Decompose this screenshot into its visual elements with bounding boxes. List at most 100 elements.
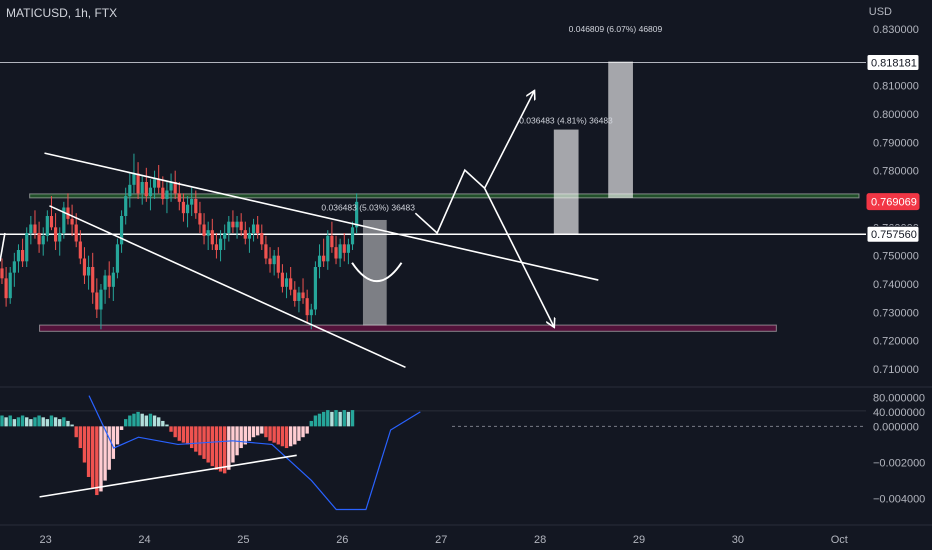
candle (268, 247, 272, 273)
oscillator-tick-label: 40.000000 (873, 407, 925, 419)
price-tick-label: 0.710000 (873, 364, 919, 376)
histogram-bar (288, 426, 293, 447)
candle (58, 227, 62, 256)
candle-body (231, 221, 235, 228)
candle-body (330, 235, 334, 248)
signal-line (88, 395, 421, 511)
price-badge-label: 0.769069 (871, 197, 917, 209)
histogram-bar (222, 426, 227, 474)
measure-label: 0.036483 (4.81%) 36483 (519, 116, 613, 126)
candle-body (161, 187, 165, 199)
candle-body (86, 267, 91, 276)
time-tick-label: 23 (40, 534, 52, 546)
measure-label: 0.046809 (6.07%) 46809 (569, 24, 663, 34)
candle (74, 213, 78, 248)
price-badge (866, 193, 920, 211)
histogram-bar (251, 426, 256, 438)
candle-body (29, 224, 33, 233)
candle-body (326, 235, 330, 262)
oscillator-tick-label: −0.002000 (873, 458, 925, 470)
candle (218, 230, 223, 262)
time-tick-label: 30 (732, 534, 744, 546)
histogram-bar (74, 426, 78, 438)
histogram-bar (136, 411, 140, 427)
candle (190, 187, 194, 216)
histogram-bar (99, 426, 103, 492)
histogram-bar (301, 426, 305, 438)
candle-body (16, 250, 21, 262)
candle (45, 210, 49, 242)
histogram-bar (218, 426, 223, 472)
time-tick-label: 24 (138, 534, 150, 546)
histogram-bar (103, 426, 107, 481)
candle (264, 235, 268, 265)
divergence-line (39, 454, 297, 498)
time-tick-label: 25 (237, 534, 249, 546)
histogram-bar (82, 426, 87, 463)
histogram-bar (144, 415, 149, 427)
price-tick-label: 0.730000 (873, 307, 919, 319)
histogram-bar (185, 426, 190, 445)
histogram-bar (255, 426, 260, 436)
histogram-bar (165, 424, 169, 427)
histogram-bar (49, 415, 54, 427)
candle-body (289, 278, 293, 290)
candle (326, 230, 330, 270)
histogram-bar (45, 419, 50, 427)
histogram-bar (268, 426, 272, 441)
candle-body (58, 233, 62, 242)
price-tick-label: 0.780000 (873, 166, 919, 178)
price-badge (866, 53, 920, 71)
candle (25, 227, 29, 267)
candle (148, 179, 153, 211)
histogram-bar (264, 426, 268, 438)
candle-body (173, 182, 177, 194)
candle-body (0, 268, 4, 279)
candle (330, 221, 334, 253)
candle-body (342, 244, 346, 253)
histogram-bar (214, 426, 219, 470)
price-badge-label: 0.818181 (871, 57, 917, 69)
candle (272, 250, 276, 276)
histogram-bar (313, 415, 318, 427)
symbol-label[interactable]: MATICUSD, 1h, FTX (6, 6, 118, 20)
histogram-bar (330, 411, 334, 427)
candle (276, 247, 280, 279)
bearish-path (483, 187, 554, 326)
candle (119, 210, 124, 253)
candle-body (157, 179, 161, 188)
candle-body (111, 272, 115, 287)
candle (194, 190, 198, 219)
candle-body (12, 261, 16, 273)
histogram-bar (280, 426, 285, 447)
rounded-bottom-arc (351, 262, 403, 282)
candle-body (305, 298, 309, 316)
candle (346, 238, 350, 265)
candle (231, 210, 235, 233)
candle-body (95, 292, 99, 310)
histogram-bar (128, 415, 132, 427)
histogram-bar (140, 413, 144, 427)
candle (214, 233, 219, 259)
candle-body (251, 224, 256, 233)
time-tick-label: 29 (633, 534, 645, 546)
candle (49, 196, 54, 231)
candle-body (355, 201, 359, 228)
histogram-bar (107, 426, 111, 470)
histogram-bar (317, 413, 322, 427)
candle-body (260, 233, 264, 245)
candle (223, 224, 227, 250)
candle-body (177, 193, 181, 202)
candle (20, 238, 25, 267)
candle (128, 173, 132, 208)
candle-body (297, 292, 301, 301)
histogram-bar (111, 426, 116, 459)
candle-body (350, 227, 355, 245)
oscillator-tick-label: 80.000000 (873, 392, 925, 404)
candle (338, 238, 342, 267)
price-badge-label: 0.757560 (871, 229, 917, 241)
candle-body (194, 199, 198, 214)
candle-body (268, 258, 272, 265)
histogram-bar (53, 417, 58, 427)
